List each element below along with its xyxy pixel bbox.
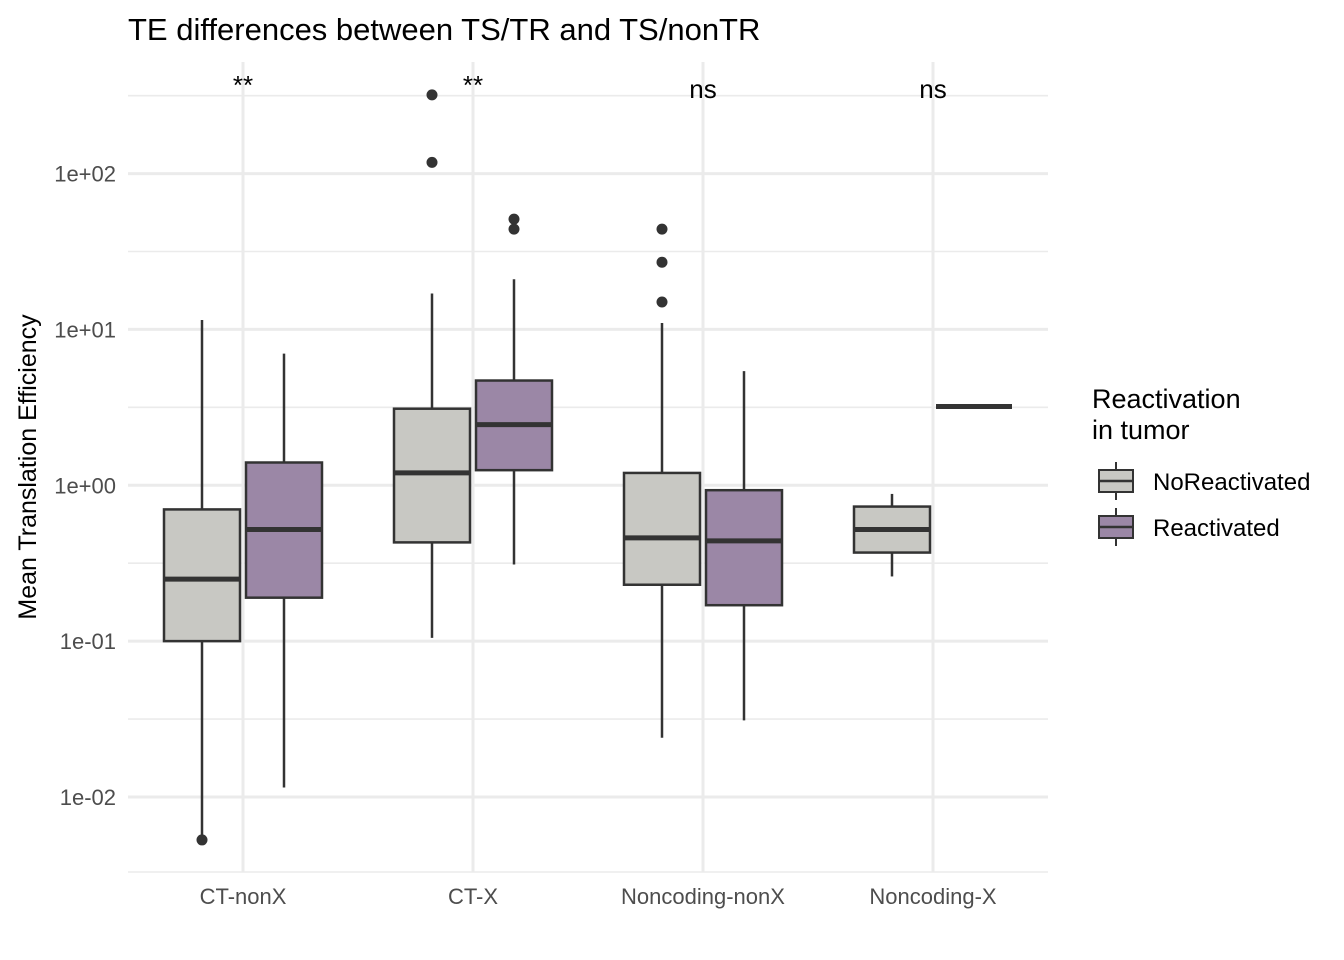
boxplots: [162, 89, 1012, 846]
outlier-point: [426, 156, 438, 168]
y-axis-ticks: 1e-02 1e-01 1e+00 1e+01 1e+02: [54, 162, 116, 810]
legend-label: NoReactivated: [1153, 469, 1310, 496]
outlier-point: [508, 223, 520, 235]
significance-label: ns: [919, 74, 946, 104]
significance-label: **: [463, 70, 483, 100]
outlier-point: [508, 213, 520, 225]
boxplot-NoReactivated-Noncoding-X: [852, 493, 932, 577]
outlier-point: [656, 296, 668, 308]
legend-title-line: in tumor: [1092, 415, 1190, 445]
significance-label: **: [233, 70, 253, 100]
x-axis-ticks: CT-nonX CT-X Noncoding-nonX Noncoding-X: [200, 884, 997, 909]
box: [622, 471, 702, 586]
y-axis-label: Mean Translation Efficiency: [14, 314, 42, 620]
y-tick-label: 1e+01: [54, 317, 116, 342]
x-tick-label: Noncoding-X: [869, 884, 997, 909]
y-tick-label: 1e+02: [54, 162, 116, 187]
outlier-point: [656, 223, 668, 235]
boxplot-NoReactivated-CT-X: [392, 89, 472, 638]
boxplot-Reactivated-CT-nonX: [244, 353, 324, 788]
outlier-point: [656, 256, 668, 268]
y-tick-label: 1e+00: [54, 473, 116, 498]
box: [162, 508, 242, 643]
boxplot-NoReactivated-CT-nonX: [162, 319, 242, 846]
legend-title-line: Reactivation: [1092, 384, 1241, 414]
boxplot-NoReactivated-Noncoding-nonX: [622, 223, 702, 738]
x-tick-label: CT-X: [448, 884, 498, 909]
y-tick-label: 1e-01: [60, 629, 116, 654]
y-tick-label: 1e-02: [60, 785, 116, 810]
boxplot-Reactivated-CT-X: [474, 213, 554, 565]
legend-label: Reactivated: [1153, 515, 1280, 542]
x-tick-label: Noncoding-nonX: [621, 884, 785, 909]
chart-title: TE differences between TS/TR and TS/nonT…: [128, 12, 760, 47]
outlier-point: [426, 89, 438, 101]
box: [704, 488, 784, 607]
significance-label: ns: [689, 74, 716, 104]
x-tick-label: CT-nonX: [200, 884, 287, 909]
grid: [128, 62, 1048, 873]
significance-labels: ** ** ns ns: [233, 70, 947, 104]
box: [392, 407, 472, 544]
outlier-point: [196, 834, 208, 846]
boxplot-Reactivated-Noncoding-nonX: [704, 371, 784, 721]
